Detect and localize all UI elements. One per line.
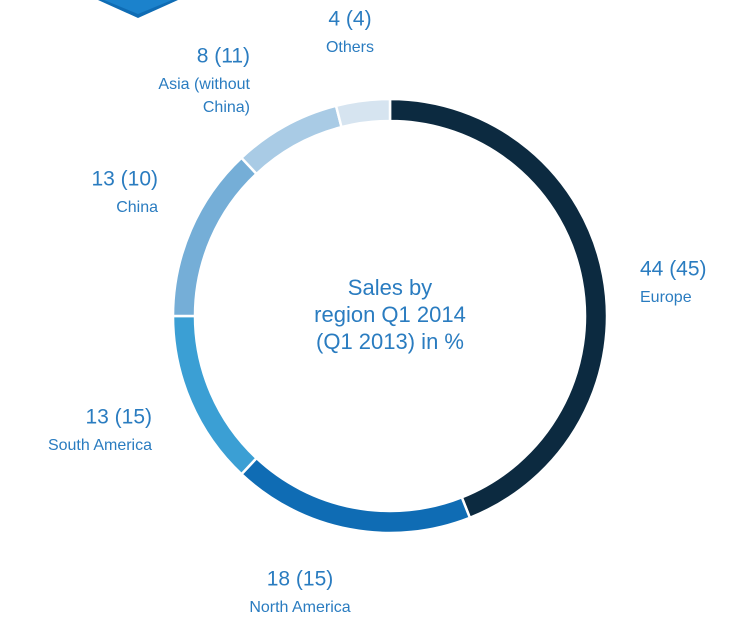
value-label: 13 (10)	[91, 168, 158, 191]
category-label-line: Asia (without	[158, 76, 250, 93]
value-label: 4 (4)	[328, 8, 371, 31]
chart-title-line: (Q1 2013) in %	[316, 329, 464, 354]
value-label: 18 (15)	[267, 568, 334, 591]
category-label-line: China)	[203, 99, 250, 116]
donut-segment	[171, 314, 259, 476]
category-label: Others	[326, 39, 374, 56]
category-label: Europe	[640, 289, 692, 306]
value-label: 13 (15)	[85, 406, 152, 429]
category-label: South America	[48, 437, 152, 454]
donut-segment	[171, 156, 259, 318]
category-label: Asia (without China)	[158, 76, 250, 116]
category-label: North America	[249, 599, 350, 616]
value-label: 8 (11)	[197, 45, 250, 68]
chart-title-line: Sales by	[348, 275, 432, 300]
category-label: China	[116, 199, 158, 216]
value-label: 44 (45)	[640, 258, 707, 281]
donut-segment	[239, 456, 472, 535]
chart-title-line: region Q1 2014	[314, 302, 466, 327]
chart-title: Sales by region Q1 2014 (Q1 2013) in %	[314, 275, 466, 354]
badge-corner-highlight	[104, 0, 172, 14]
donut-segment	[239, 104, 344, 176]
donut-segment	[334, 97, 392, 129]
